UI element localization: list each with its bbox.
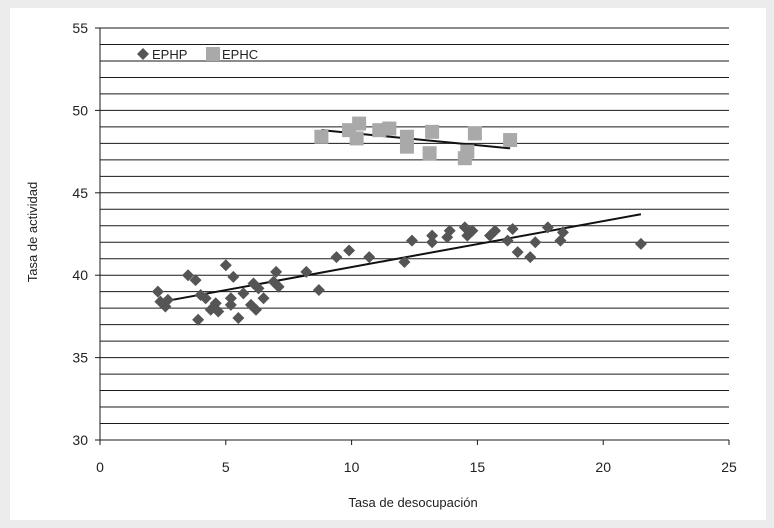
plot-background: [10, 8, 766, 520]
y-tick-label: 45: [72, 185, 88, 201]
y-tick-label: 35: [72, 350, 88, 366]
point-ephp: [219, 259, 232, 272]
axes: [95, 27, 730, 445]
legend-label-ephp: EPHP: [152, 47, 187, 62]
point-ephp: [237, 287, 250, 300]
point-ephp: [270, 265, 283, 278]
x-tick-label: 0: [96, 459, 104, 475]
point-ephp: [501, 234, 514, 247]
point-ephp: [556, 226, 569, 239]
legend-marker-ephp: [137, 48, 149, 60]
point-ephp: [363, 251, 376, 264]
point-ephp: [405, 234, 418, 247]
point-ephp: [232, 312, 245, 325]
y-tick-label: 30: [72, 432, 88, 448]
point-ephp: [443, 224, 456, 237]
x-tick-label: 10: [344, 459, 360, 475]
point-ephp: [426, 229, 439, 242]
point-ephp: [249, 303, 262, 316]
y-tick-label: 40: [72, 267, 88, 283]
point-ephp: [182, 269, 195, 282]
point-ephc: [352, 116, 367, 131]
point-ephp: [300, 265, 313, 278]
y-tick-label: 55: [72, 20, 88, 36]
point-ephp: [426, 236, 439, 249]
point-ephp: [541, 221, 554, 234]
point-ephp: [252, 282, 265, 295]
point-ephp: [489, 224, 502, 237]
legend: EPHP EPHC: [137, 47, 258, 62]
point-ephp: [506, 223, 519, 236]
point-ephp: [272, 280, 285, 293]
point-ephc: [503, 133, 518, 148]
grid-lines: [100, 27, 729, 425]
point-ephp: [511, 246, 524, 259]
point-ephp: [247, 277, 260, 290]
point-ephp: [199, 292, 212, 305]
y-axis-title: Tasa de actividad: [25, 182, 40, 282]
x-tick-label: 15: [470, 459, 486, 475]
point-ephp: [224, 298, 237, 311]
point-ephc: [349, 131, 364, 146]
point-ephc: [425, 124, 440, 139]
point-ephc: [399, 139, 414, 154]
x-tick-label: 5: [222, 459, 230, 475]
point-ephp: [212, 305, 225, 318]
point-ephp: [466, 224, 479, 237]
point-ephp: [192, 313, 205, 326]
legend-label-ephc: EPHC: [222, 47, 258, 62]
point-ephp: [330, 251, 343, 264]
point-ephc: [460, 144, 475, 159]
x-tick-label: 25: [721, 459, 737, 475]
point-ephp: [312, 284, 325, 297]
point-ephp: [343, 244, 356, 257]
legend-marker-ephc: [206, 47, 220, 61]
point-ephc: [314, 129, 329, 144]
y-tick-label: 50: [72, 102, 88, 118]
point-ephc: [467, 126, 482, 141]
point-ephp: [227, 270, 240, 283]
point-ephp: [524, 251, 537, 264]
point-ephp: [189, 274, 202, 287]
point-ephp: [151, 285, 164, 298]
point-ephp: [634, 237, 647, 250]
x-axis-title: Tasa de desocupación: [348, 495, 477, 510]
point-ephp: [529, 236, 542, 249]
point-ephc: [422, 146, 437, 161]
point-ephp: [257, 292, 270, 305]
point-ephp: [224, 292, 237, 305]
x-tick-label: 20: [595, 459, 611, 475]
tick-labels: 30 35 40 45 50 55 0 5 10 15 20 25: [72, 20, 737, 475]
point-ephp: [398, 256, 411, 269]
point-ephp: [161, 293, 174, 306]
point-ephc: [382, 121, 397, 136]
data-points: [151, 116, 647, 326]
